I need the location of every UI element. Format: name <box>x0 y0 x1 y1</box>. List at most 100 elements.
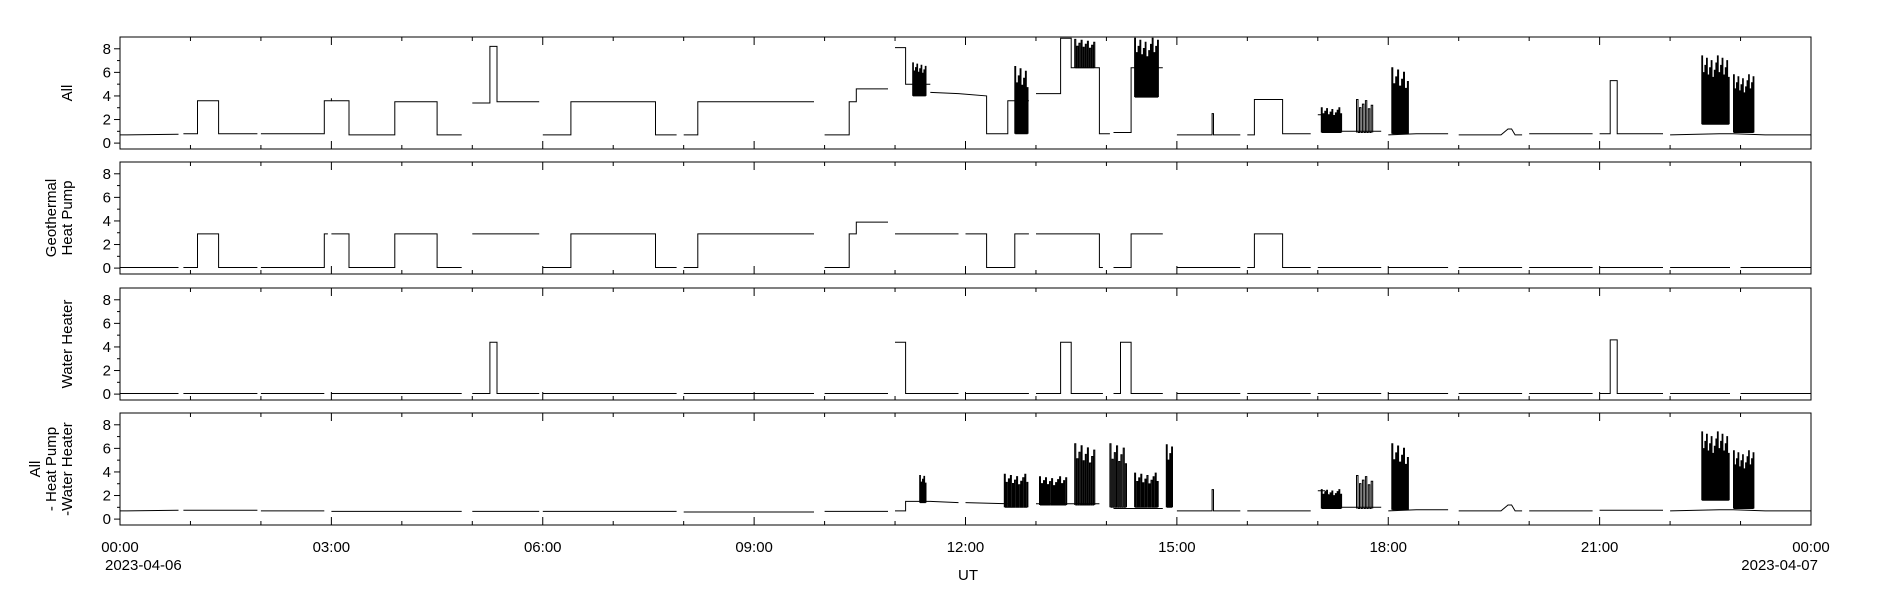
series-burst <box>1320 489 1343 509</box>
series-line <box>1036 37 1110 135</box>
series-line <box>542 233 677 268</box>
y-tick-label: 4 <box>103 339 111 356</box>
panel-2: 0 2 4 6 8 Water Heater <box>59 287 1812 403</box>
x-tick-label: 15:00 <box>1158 539 1196 556</box>
series-line <box>1388 509 1449 512</box>
y-tick-label: 6 <box>103 315 111 332</box>
series-burst <box>1701 55 1730 125</box>
y-axis-label: - Heat Pump <box>43 427 60 511</box>
series-line <box>119 509 179 512</box>
series-line <box>1458 504 1523 512</box>
y-tick-label: 8 <box>103 166 111 183</box>
series-line <box>895 500 959 512</box>
x-tick-label: 12:00 <box>947 539 985 556</box>
series-burst <box>1320 107 1343 133</box>
series-line <box>965 502 1008 505</box>
series-burst <box>1391 67 1409 135</box>
series-burst <box>1109 443 1127 508</box>
series-burst <box>1733 74 1755 133</box>
y-tick-label: 4 <box>103 213 111 230</box>
panel-frame <box>119 287 1812 401</box>
series-line <box>1247 233 1311 268</box>
x-tick-label: 18:00 <box>1369 539 1407 556</box>
series-line <box>542 101 677 136</box>
series-burst <box>1356 475 1374 509</box>
y-tick-label: 2 <box>103 237 111 254</box>
series-burst <box>1003 473 1029 508</box>
y-axis-label: All <box>27 461 44 478</box>
y-axis-label: All <box>59 85 76 102</box>
y-axis-label: -Water Heater <box>59 422 76 516</box>
series-burst <box>1014 66 1029 135</box>
x-axis-label: UT <box>958 567 978 584</box>
series-burst <box>1074 38 1096 69</box>
x-tick-label: 00:00 <box>101 539 139 556</box>
x-tick-label: 21:00 <box>1581 539 1619 556</box>
series-line <box>824 88 888 136</box>
x-tick-label: 00:00 <box>1792 539 1830 556</box>
y-axis-label: Geothermal <box>43 179 60 257</box>
series-burst <box>1356 99 1374 133</box>
panel-3: 0 2 4 6 8 All - Heat Pump -Water Heater <box>27 412 1812 528</box>
series-line <box>183 233 258 268</box>
x-start-date-label: 2023-04-06 <box>105 557 182 574</box>
series-burst <box>1134 37 1159 98</box>
series-line <box>331 233 462 268</box>
series-line <box>1113 233 1163 268</box>
panel-frame <box>119 412 1812 526</box>
x-tick-label: 03:00 <box>313 539 351 556</box>
series-burst <box>919 475 927 504</box>
y-tick-label: 0 <box>103 260 111 277</box>
y-tick-label: 2 <box>103 488 111 505</box>
series-line <box>1599 339 1663 394</box>
series-line <box>965 233 1029 268</box>
y-tick-label: 6 <box>103 189 111 206</box>
y-tick-label: 4 <box>103 88 111 105</box>
y-tick-label: 0 <box>103 386 111 403</box>
series-line <box>472 45 540 104</box>
y-axis-label: Water Heater <box>59 300 76 389</box>
series-line <box>260 98 332 135</box>
x-axis: 00:00 03:00 06:00 09:00 12:00 15:00 18:00 21:00… <box>101 539 1830 556</box>
y-tick-label: 8 <box>103 292 111 309</box>
series-line <box>683 101 814 136</box>
panel-frame <box>119 161 1812 275</box>
x-end-date-label: 2023-04-07 <box>1741 557 1818 574</box>
panel-frame <box>119 36 1812 150</box>
series-line <box>119 133 179 136</box>
y-tick-label: 0 <box>103 511 111 528</box>
series-line <box>1388 133 1449 136</box>
x-tick-label: 06:00 <box>524 539 562 556</box>
series-line <box>183 100 258 135</box>
series-burst <box>1733 450 1755 509</box>
series-line <box>1670 133 1811 136</box>
series-line <box>895 341 959 394</box>
series-line <box>683 233 814 268</box>
y-tick-label: 6 <box>103 64 111 81</box>
y-tick-label: 2 <box>103 363 111 380</box>
series-burst <box>1391 443 1409 511</box>
series-line <box>1176 489 1241 512</box>
series-line <box>1247 99 1311 136</box>
series-burst <box>1134 472 1159 508</box>
series-line <box>472 341 540 394</box>
y-tick-label: 4 <box>103 464 111 481</box>
series-line <box>1599 80 1663 135</box>
series-line <box>331 100 462 136</box>
series-line <box>1458 128 1523 136</box>
series-line <box>824 221 888 268</box>
x-tick-label: 09:00 <box>735 539 773 556</box>
series-burst <box>1165 444 1173 508</box>
y-tick-label: 6 <box>103 440 111 457</box>
series-line <box>1113 341 1163 394</box>
y-tick-label: 8 <box>103 417 111 434</box>
y-tick-label: 2 <box>103 112 111 129</box>
series-line <box>930 91 1029 135</box>
y-axis-label: Heat Pump <box>59 180 76 255</box>
series-burst <box>1039 476 1068 506</box>
panel-0: 0 2 4 6 8 All <box>59 36 1812 152</box>
series-line <box>1036 233 1103 268</box>
series-line <box>1670 509 1811 512</box>
panel-1: 0 2 4 6 8 Geothermal Heat Pump <box>43 161 1812 277</box>
